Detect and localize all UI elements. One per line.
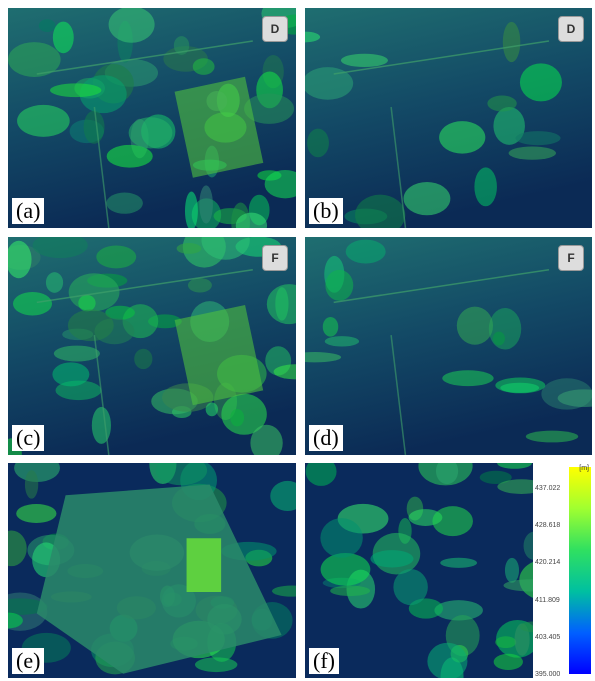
- vegetation: [440, 558, 477, 568]
- vegetation: [68, 310, 114, 342]
- vegetation: [526, 431, 578, 443]
- roof: [187, 538, 222, 592]
- vegetation: [505, 558, 519, 583]
- page: (a) D (b) D (c) F (d) F (e) (f) [m] 437.022 428.618 4…: [0, 0, 595, 681]
- vegetation: [92, 407, 111, 444]
- colorbar-tick-label: 428.618: [535, 522, 560, 529]
- vegetation: [54, 346, 100, 362]
- vegetation: [13, 292, 52, 316]
- colorbar: [m] 437.022 428.618 420.214 411.809 403.405 39…: [533, 463, 592, 678]
- point-cloud: [8, 237, 296, 455]
- vegetation: [393, 569, 427, 605]
- vegetation: [346, 240, 386, 264]
- image-panel: (d) F: [305, 237, 592, 455]
- vegetation: [96, 245, 136, 268]
- vegetation: [39, 19, 56, 32]
- vegetation: [52, 362, 89, 386]
- panel-label: (b): [309, 198, 343, 224]
- vegetation: [46, 272, 63, 293]
- vegetation: [341, 54, 388, 67]
- view-badge: D: [558, 16, 584, 42]
- vegetation: [107, 145, 153, 168]
- vegetation: [188, 278, 212, 293]
- vegetation: [16, 504, 56, 523]
- vegetation: [25, 470, 38, 498]
- vegetation: [53, 22, 74, 54]
- vegetation: [206, 403, 218, 417]
- vegetation: [500, 383, 539, 393]
- vegetation: [494, 654, 523, 670]
- vegetation: [489, 308, 521, 350]
- vegetation: [487, 95, 516, 111]
- vegetation: [457, 307, 493, 345]
- image-panel: (f) [m] 437.022 428.618 420.214 411.809 403.40…: [305, 463, 592, 678]
- panel-label: (c): [12, 425, 44, 451]
- panel-label: (f): [309, 648, 339, 674]
- image-panel: (c) F: [8, 237, 296, 455]
- view-badge: D: [262, 16, 288, 42]
- vegetation: [50, 83, 101, 97]
- vegetation: [84, 111, 105, 144]
- vegetation: [323, 317, 338, 337]
- point-cloud: [305, 8, 592, 228]
- vegetation: [439, 121, 485, 153]
- vegetation: [193, 58, 215, 75]
- vegetation: [134, 349, 152, 369]
- vegetation: [109, 8, 155, 43]
- panel-label: (a): [12, 198, 44, 224]
- vegetation: [495, 636, 516, 648]
- image-panel: (b) D: [305, 8, 592, 228]
- colorbar-tick-label: 403.405: [535, 634, 560, 641]
- colorbar-gradient: [569, 467, 591, 674]
- colorbar-tick-label: 437.022: [535, 485, 560, 492]
- vegetation: [17, 105, 70, 137]
- panel-label: (e): [12, 648, 44, 674]
- vegetation: [509, 146, 556, 159]
- vegetation: [432, 506, 473, 536]
- vegetation: [129, 117, 173, 148]
- vegetation: [442, 370, 493, 386]
- vegetation: [320, 518, 362, 558]
- vegetation: [199, 185, 213, 223]
- point-cloud: [8, 463, 296, 678]
- view-badge: F: [262, 245, 288, 271]
- vegetation: [106, 193, 143, 214]
- view-badge: F: [558, 245, 584, 271]
- vegetation: [307, 129, 329, 158]
- vegetation: [520, 63, 562, 101]
- colorbar-tick-label: 411.809: [535, 597, 560, 604]
- vegetation: [370, 550, 413, 567]
- colorbar-tick-label: 420.214: [535, 559, 560, 566]
- vegetation: [325, 336, 359, 346]
- vegetation: [330, 586, 370, 597]
- vegetation: [177, 243, 202, 254]
- point-cloud: [305, 237, 592, 455]
- vegetation: [321, 553, 371, 586]
- point-cloud: [8, 8, 296, 228]
- vegetation: [404, 182, 451, 215]
- vegetation: [78, 295, 95, 311]
- colorbar-tick-label: 395.000: [535, 671, 560, 678]
- colorbar-unit: [m]: [579, 465, 589, 472]
- vegetation: [503, 22, 521, 62]
- vegetation: [515, 131, 560, 145]
- image-panel: (e): [8, 463, 296, 678]
- panel-label: (d): [309, 425, 343, 451]
- vegetation: [325, 270, 353, 301]
- vegetation: [474, 167, 497, 206]
- vegetation: [230, 409, 244, 426]
- image-panel: (a) D: [8, 8, 296, 228]
- vegetation: [493, 332, 505, 346]
